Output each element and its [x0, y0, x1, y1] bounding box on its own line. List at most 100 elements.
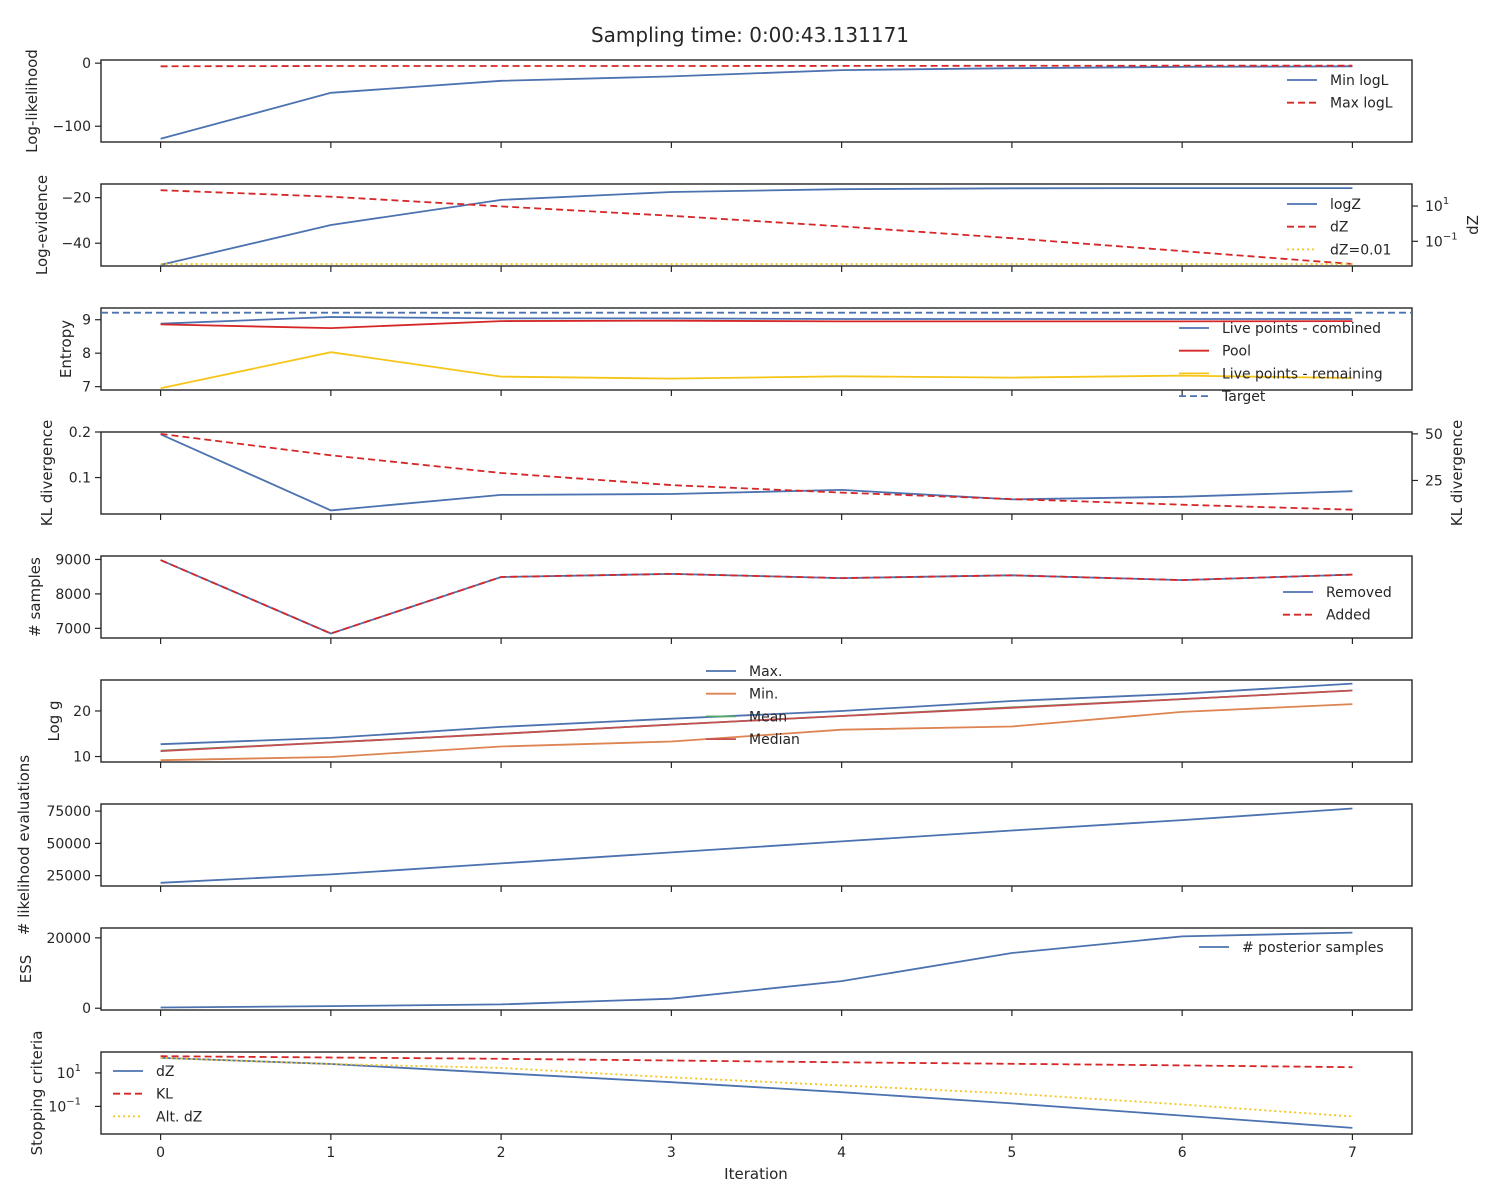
- axes-frame: [100, 927, 1413, 1011]
- legend-label: dZ=0.01: [1330, 242, 1391, 258]
- y-tick-label: 9: [82, 313, 91, 329]
- x-tick-label: 4: [837, 1145, 846, 1161]
- legend-label: Max logL: [1330, 96, 1393, 112]
- series-line-1-0: [160, 187, 1353, 266]
- axes-frame: [100, 307, 1413, 391]
- figure-title: Sampling time: 0:00:43.131171: [591, 23, 909, 47]
- x-axis-label: Iteration: [724, 1165, 788, 1183]
- panel-3: 0.1 0.2 25 50 KL divergence KL divergence: [38, 420, 1466, 526]
- y-axis-label: Stopping criteria: [28, 1031, 46, 1156]
- legend: Removed Added: [1283, 585, 1392, 624]
- y-axis-label: Entropy: [57, 320, 75, 378]
- series-line-7-0: [160, 931, 1353, 1009]
- y-tick-label: 20000: [46, 931, 91, 947]
- y-tick-label: 101: [57, 1063, 81, 1082]
- series-line-2-1: [160, 319, 1353, 330]
- y-tick-label: 8: [82, 346, 91, 362]
- legend-label: Live points - remaining: [1222, 366, 1383, 382]
- panel-8: 0 1 2 3 4 5 6 7 10−1 101 Stopping criteria dZ KL Alt.…: [28, 1031, 1413, 1161]
- y-tick-label: −100: [53, 119, 91, 135]
- axes-frame: [100, 59, 1413, 143]
- series-line-5-1: [160, 703, 1353, 762]
- legend-label: Pool: [1222, 344, 1251, 360]
- series-line-3-1: [160, 433, 1353, 511]
- legend-label: Live points - combined: [1222, 321, 1381, 337]
- series-line-0-1: [160, 64, 1353, 68]
- legend: Live points - combined Pool Live points - …: [1179, 321, 1383, 405]
- y-tick-label: 0.2: [69, 425, 91, 441]
- x-tick-label: 2: [497, 1145, 506, 1161]
- series-line-8-1: [160, 1055, 1353, 1069]
- series-line-6-0: [160, 807, 1353, 884]
- y-tick-label: 10−1: [48, 1096, 81, 1115]
- y-axis-label: Log-likelihood: [23, 49, 41, 153]
- axes-frame: [100, 555, 1413, 639]
- y-tick-label: 25000: [46, 869, 91, 885]
- series-line-0-0: [160, 65, 1353, 140]
- panel-6: 25000 50000 75000 # likelihood evaluations: [15, 755, 1413, 935]
- x-tick-label: 7: [1348, 1145, 1357, 1161]
- series-line-1-1: [160, 189, 1353, 265]
- legend-label: Mean: [749, 709, 787, 725]
- axes-frame: [100, 803, 1413, 887]
- y-tick-label: −40: [61, 236, 91, 252]
- axes-frame: [100, 1051, 1413, 1135]
- y-tick-label: 9000: [55, 552, 91, 568]
- legend-label: Min.: [749, 687, 778, 703]
- right-y-axis-label: dZ: [1464, 215, 1482, 235]
- series-line-4-1: [160, 559, 1353, 635]
- series-line-3-0: [160, 433, 1353, 512]
- y-tick-label: 20: [73, 704, 91, 720]
- right-y-tick-label: 10−1: [1425, 231, 1458, 250]
- legend-label: Removed: [1326, 585, 1392, 601]
- panel-0: −100 0 Log-likelihood Min logL Max logL: [23, 49, 1413, 153]
- legend: Max. Min. Mean Median: [706, 664, 800, 748]
- right-y-tick-label: 25: [1425, 473, 1443, 489]
- x-tick-label: 1: [326, 1145, 335, 1161]
- y-tick-label: −20: [61, 191, 91, 207]
- legend: dZ KL Alt. dZ: [113, 1064, 202, 1125]
- y-tick-label: 7: [82, 380, 91, 396]
- legend-label: Min logL: [1330, 73, 1389, 89]
- x-tick-label: 5: [1007, 1145, 1016, 1161]
- x-tick-label: 6: [1178, 1145, 1187, 1161]
- y-tick-label: 0: [82, 1001, 91, 1017]
- y-axis-label: ESS: [17, 955, 35, 984]
- y-tick-label: 7000: [55, 621, 91, 637]
- right-y-axis-label: KL divergence: [1448, 420, 1466, 526]
- series-line-2-2: [160, 351, 1353, 390]
- legend-label: dZ: [1330, 220, 1348, 236]
- legend: # posterior samples: [1199, 940, 1384, 956]
- y-tick-label: 0: [82, 56, 91, 72]
- series-line-4-0: [160, 559, 1353, 635]
- legend-label: Added: [1326, 608, 1371, 624]
- legend-label: dZ: [156, 1064, 174, 1080]
- x-tick-label: 0: [156, 1145, 165, 1161]
- y-tick-label: 0.1: [69, 471, 91, 487]
- panels: −100 0 Log-likelihood Min logL Max logL −40 −2…: [15, 49, 1482, 1161]
- y-axis-label: Log-evidence: [33, 175, 51, 275]
- panel-4: 7000 8000 9000 # samples Removed Added: [26, 552, 1413, 644]
- right-y-tick-label: 50: [1425, 427, 1443, 443]
- series-line-8-0: [160, 1057, 1353, 1129]
- y-axis-label: # samples: [26, 557, 44, 637]
- legend-label: Median: [749, 732, 800, 748]
- axes-frame: [100, 183, 1413, 267]
- panel-5: 10 20 Log g Max. Min. Mean Median: [45, 664, 1413, 768]
- panel-7: 0 20000 ESS # posterior samples: [17, 927, 1413, 1017]
- axes-frame: [100, 679, 1413, 763]
- legend-label: # posterior samples: [1242, 940, 1384, 956]
- panel-1: −40 −20 101 10−1 Log-evidence dZ logZ dZ dZ=0.01: [33, 175, 1482, 275]
- legend-label: logZ: [1330, 197, 1361, 213]
- legend-label: Target: [1221, 389, 1266, 405]
- legend-label: KL: [156, 1087, 173, 1103]
- right-y-tick-label: 101: [1425, 196, 1449, 215]
- y-tick-label: 10: [73, 750, 91, 766]
- legend-label: Alt. dZ: [156, 1109, 202, 1125]
- series-line-8-2: [160, 1057, 1353, 1118]
- y-tick-label: 8000: [55, 587, 91, 603]
- series-line-5-0: [160, 682, 1353, 746]
- series-line-2-0: [160, 316, 1353, 325]
